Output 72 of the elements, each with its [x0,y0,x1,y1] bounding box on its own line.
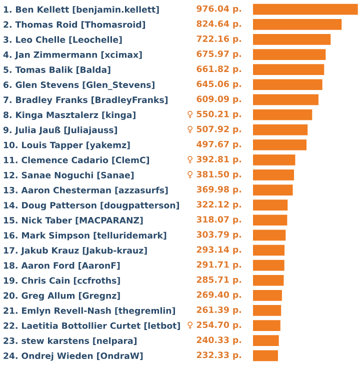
data-label: 645.06 p. [196,80,242,89]
y-tick-label: 17. Jakub Krauz [Jakub-krauz] [4,246,147,256]
y-tick-label: 15. Nick Taber [MACPARANZ] [4,216,143,225]
data-label: 976.04 p. [196,5,242,14]
y-tick-label: 23. stew karstens [nelpara] [4,337,136,346]
bar [253,274,284,286]
bar [253,260,284,271]
bar [253,244,285,256]
bar [253,49,326,60]
bar [253,290,282,301]
bar [253,230,286,241]
y-tick-label: 9. Julia Jauß [Juliajauss] [3,126,117,135]
data-label: 232.33 p. [196,352,242,360]
data-label: ♀ 254.70 p. [188,322,242,330]
bar [253,320,280,331]
y-tick-label: 18. Aaron Ford [AaronF] [4,262,120,270]
bar [253,305,282,316]
y-tick-label: 21. Emlyn Revell-Nash [thegremlin] [4,307,175,316]
y-tick-label: 3. Leo Chelle [Leochelle] [4,36,122,44]
data-label: 824.64 p. [196,20,242,29]
data-label: 291.71 p. [196,261,242,270]
y-tick-label: 20. Greg Allum [Gregnz] [4,292,120,301]
bar [253,154,296,166]
y-tick-label: 13. Aaron Chesterman [azzasurfs] [4,186,168,194]
bar [253,200,288,211]
y-tick-label: 1. Ben Kellett [benjamin.kellett] [4,6,159,14]
data-label: 269.40 p. [196,291,242,300]
bar [253,4,358,15]
y-tick-label: 22. Laetitia Bottollier Curtet [letbot] [4,322,180,330]
bar [253,184,293,196]
data-label: ♀ 507.92 p. [188,126,242,134]
y-tick-label: 16. Mark Simpson [telluridemark] [4,232,166,240]
bar [253,18,342,30]
data-label: 318.07 p. [196,216,242,224]
data-label: 661.82 p. [196,66,242,74]
y-tick-label: 7. Bradley Franks [BradleyFranks] [4,96,168,105]
y-tick-label: 10. Louis Tapper [yakemz] [4,142,130,150]
y-tick-label: 5. Tomas Balik [Balda] [4,66,110,74]
y-tick-label: 11. Clemence Cadario [ClemC] [4,156,149,164]
bar [253,139,306,150]
data-label: ♀ 381.50 p. [188,170,242,180]
data-label: 497.67 p. [196,140,242,150]
data-label: 240.33 p. [196,336,242,345]
bar [253,79,322,90]
data-label: ♀ 550.21 p. [188,110,242,119]
y-tick-label: 19. Chris Cain [ccfroths] [4,277,120,285]
y-tick-label: 8. Kinga Masztalerz [kinga] [4,111,136,120]
y-tick-label: 4. Jan Zimmermann [xcimax] [3,51,142,60]
bar [253,170,294,180]
bar [253,64,324,75]
bar [253,214,288,226]
y-tick-label: 12. Sanae Noguchi [Sanae] [4,172,134,180]
bar [253,350,278,362]
y-tick-label: 2. Thomas Roid [Thomasroid] [4,21,145,29]
data-label: 293.14 p. [196,246,242,254]
y-tick-label: 14. Doug Patterson [dougpatterson] [4,202,179,210]
bar [253,109,312,120]
data-label: 303.79 p. [196,231,242,240]
bar [253,94,318,106]
data-label: 261.39 p. [196,306,242,315]
data-label: 322.12 p. [196,201,242,210]
y-tick-label: 6. Glen Stevens [Glen_Stevens] [4,81,154,90]
data-label: 675.97 p. [196,50,242,59]
data-label: 285.71 p. [196,276,242,285]
data-label: 609.09 p. [196,96,242,104]
bar [253,124,308,136]
bar [253,34,331,45]
data-label: 722.16 p. [196,35,242,44]
data-label: 369.98 p. [196,186,242,194]
y-tick-label: 24. Ondrej Wieden [OndraW] [4,352,143,361]
bar [253,335,279,346]
data-label: ♀ 392.81 p. [188,156,242,164]
